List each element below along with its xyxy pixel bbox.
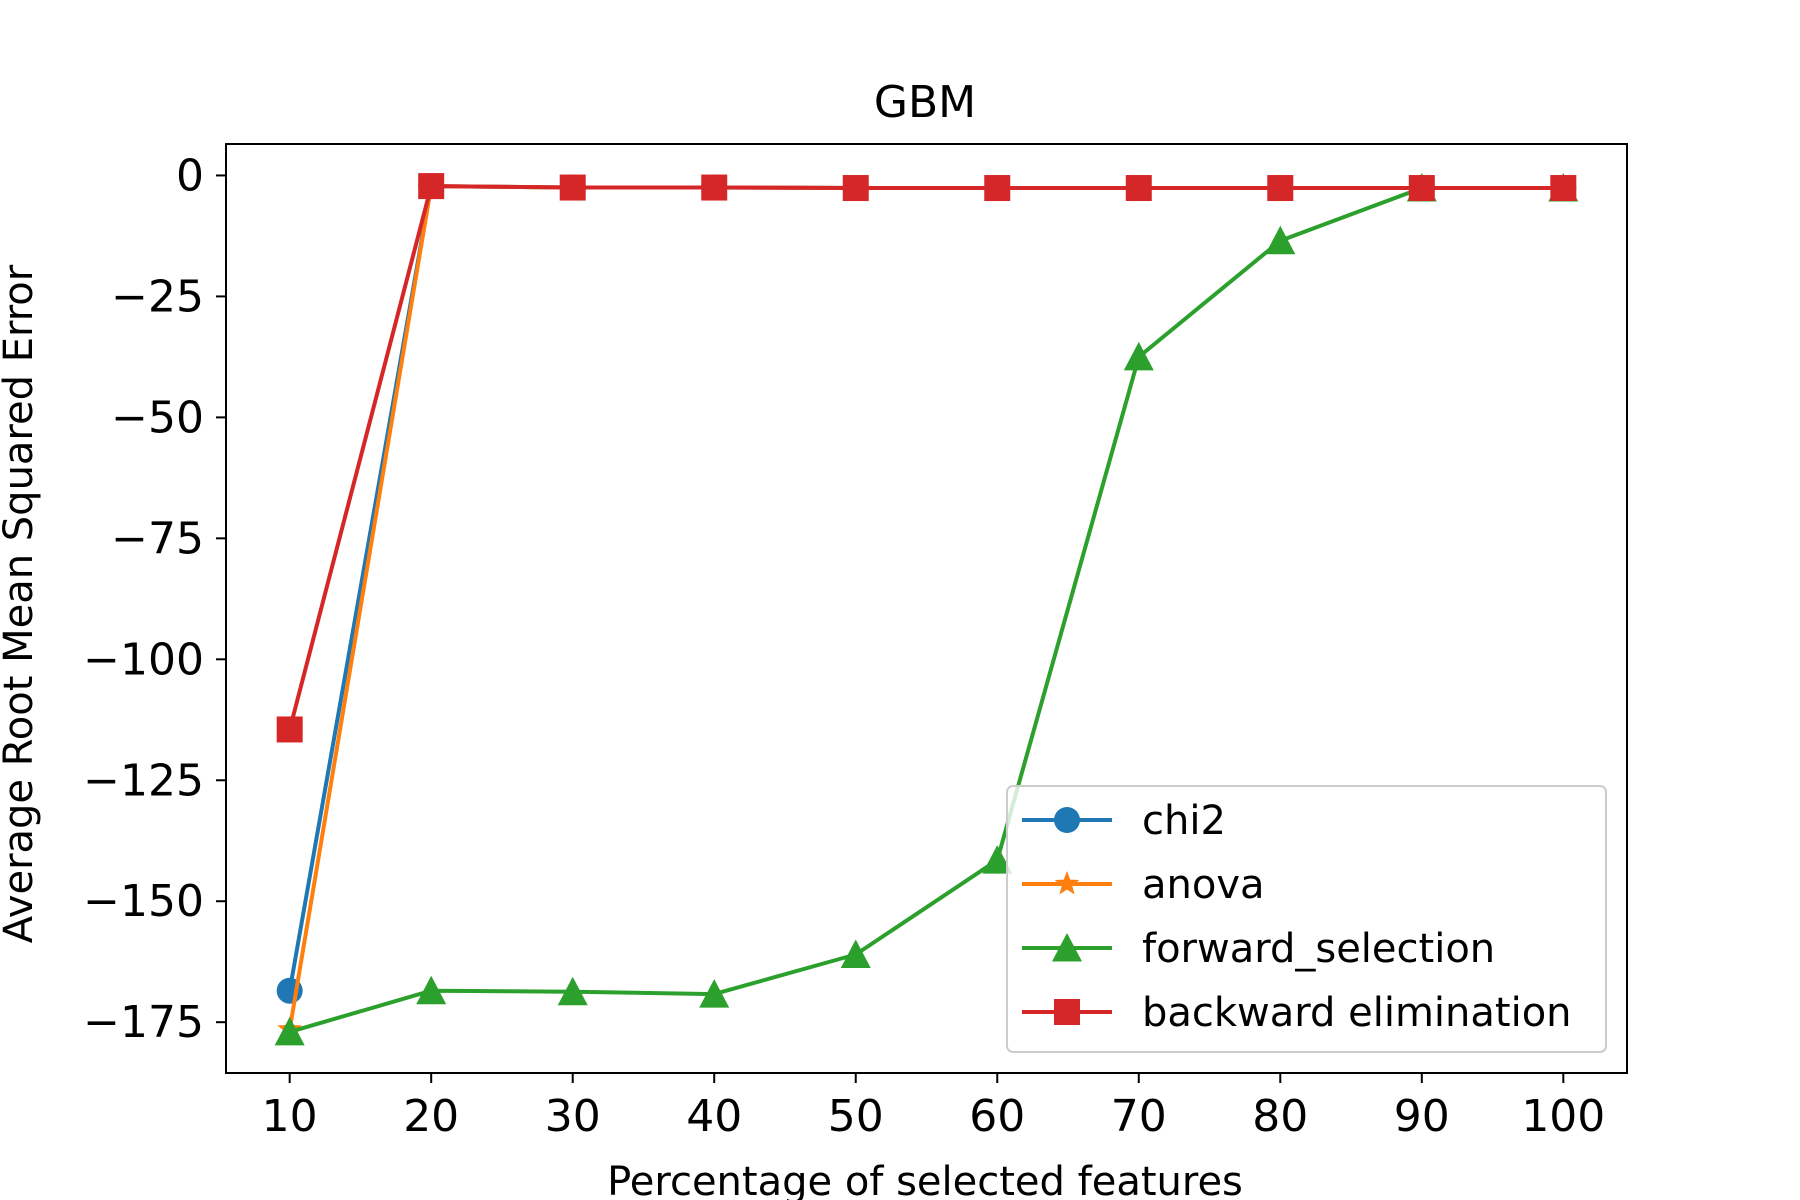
data-point-forward-selection: [416, 975, 447, 1005]
y-tick-label: −50: [111, 392, 204, 443]
data-point-forward-selection: [274, 1016, 305, 1046]
series-line-backward-elimination: [287, 184, 1564, 731]
data-point-forward-selection: [1265, 225, 1296, 255]
data-point-backward-elimination: [1125, 175, 1152, 202]
x-tick-label: 20: [403, 1091, 459, 1142]
legend-label-anova: anova: [1142, 862, 1265, 908]
data-point-forward-selection: [840, 939, 871, 968]
series-line-forward-selection: [289, 186, 1564, 1034]
legend-frame: [1006, 785, 1607, 1053]
data-point-forward-selection: [1123, 341, 1154, 371]
data-point-backward-elimination: [842, 175, 869, 202]
data-point-backward-elimination: [1550, 175, 1577, 202]
y-axis-label: Average Root Mean Squared Error: [0, 264, 42, 943]
data-point-backward-elimination: [701, 174, 728, 201]
data-point-backward-elimination: [418, 173, 445, 200]
data-point-backward-elimination: [984, 175, 1011, 202]
legend-label-chi2: chi2: [1142, 798, 1226, 844]
data-point-forward-selection: [982, 845, 1013, 874]
y-tick-label: −100: [83, 634, 204, 685]
x-tick-label: 30: [545, 1091, 601, 1142]
y-tick-label: −125: [83, 755, 204, 806]
x-tick-label: 100: [1521, 1091, 1605, 1142]
x-axis-label: Percentage of selected features: [607, 1159, 1243, 1200]
data-point-backward-elimination: [1408, 175, 1435, 202]
x-tick-label: 50: [828, 1091, 884, 1142]
legend: chi2 anova forward_selection backward elimi…: [1006, 785, 1607, 1053]
y-tick-label: −25: [111, 271, 204, 322]
legend-label-backward-elimination: backward elimination: [1142, 990, 1572, 1036]
chart-title: GBM: [874, 77, 976, 128]
data-point-backward-elimination: [559, 174, 586, 201]
data-point-forward-selection: [557, 976, 588, 1006]
x-tick-label: 40: [686, 1091, 742, 1142]
y-tick-label: −75: [111, 513, 204, 564]
y-tick-label: 0: [176, 150, 204, 201]
data-point-forward-selection: [699, 979, 730, 1008]
x-tick-label: 10: [262, 1091, 318, 1142]
legend-marker-chi2: [1054, 807, 1080, 833]
legend-marker-forward-selection: [1052, 933, 1082, 962]
legend-marker-anova: [1054, 871, 1080, 895]
x-tick-label: 80: [1252, 1091, 1308, 1142]
x-tick-label: 70: [1111, 1091, 1167, 1142]
legend-marker-backward-elimination: [1054, 999, 1080, 1025]
legend-label-forward-selection: forward_selection: [1142, 926, 1495, 972]
data-point-backward-elimination: [276, 716, 303, 743]
x-tick-label: 90: [1394, 1091, 1450, 1142]
axes-frame: [225, 143, 1628, 1074]
y-tick-label: −150: [83, 876, 204, 927]
plot-area: 10 20 30 40 50 60 70 80 90 100 0 −25 −50 −75 −100 −125 −…: [83, 143, 1628, 1142]
data-point-backward-elimination: [1267, 175, 1294, 202]
y-tick-label: −175: [83, 997, 204, 1048]
x-tick-label: 60: [969, 1091, 1025, 1142]
